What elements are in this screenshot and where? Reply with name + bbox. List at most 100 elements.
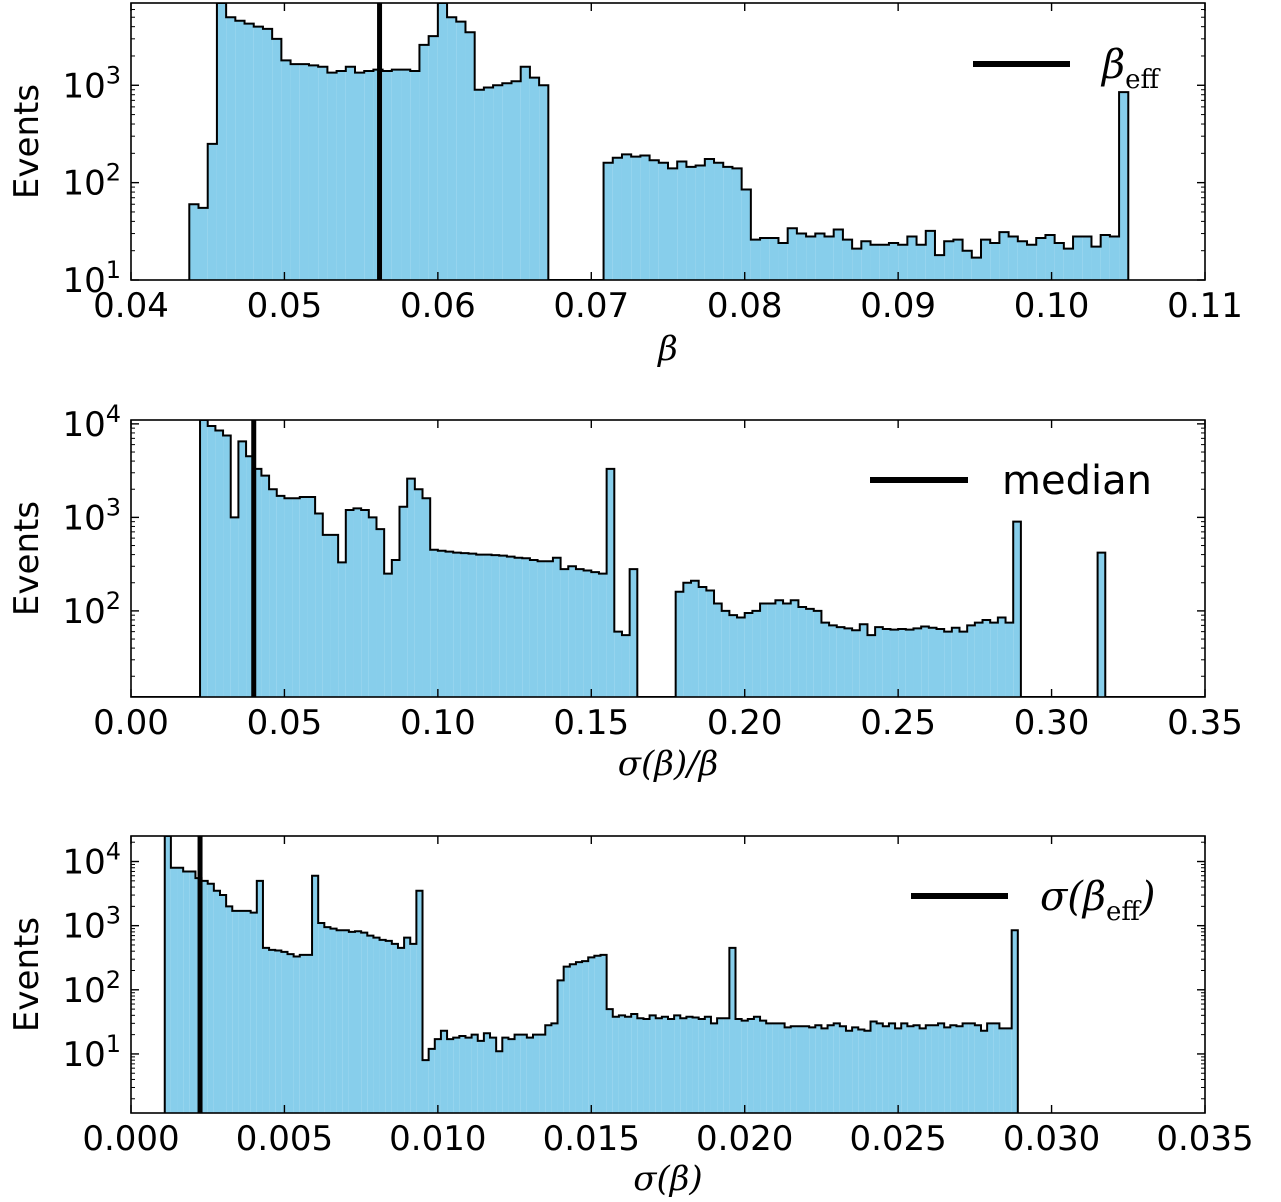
histogram-bar xyxy=(729,615,738,697)
histogram-bar xyxy=(437,3,448,280)
histogram-bar xyxy=(170,867,178,1113)
x-tick-label: 0.35 xyxy=(1167,703,1243,743)
histogram-bar xyxy=(829,625,837,697)
histogram-bar xyxy=(821,1028,828,1113)
histogram-bar xyxy=(698,587,707,697)
histogram-bar xyxy=(447,1039,454,1113)
x-tick-label: 0.05 xyxy=(247,286,323,326)
histogram-bar xyxy=(232,910,239,1113)
histogram-bar xyxy=(491,555,500,697)
y-tick-label: 103 xyxy=(62,902,121,947)
histogram-bar xyxy=(686,1016,693,1113)
histogram-bar xyxy=(367,935,374,1113)
histogram-bar xyxy=(307,497,316,697)
histogram-bar xyxy=(775,600,784,697)
histogram-bar xyxy=(465,32,475,280)
x-tick-label: 0.25 xyxy=(860,703,936,743)
histogram-bar xyxy=(483,87,494,280)
histogram-bar xyxy=(287,954,294,1113)
histogram-bar xyxy=(1119,92,1129,280)
x-axis-label: σ(β) xyxy=(633,1159,702,1199)
histogram-outline xyxy=(163,836,1019,1113)
histogram-bar xyxy=(668,1019,675,1113)
histogram-bar xyxy=(698,1019,705,1113)
histogram-bar xyxy=(962,250,972,280)
histogram-bar xyxy=(934,255,945,280)
histogram-bar xyxy=(1045,234,1055,280)
histogram-bar xyxy=(410,943,417,1113)
histogram-bar xyxy=(643,1019,650,1113)
histogram-bar xyxy=(695,165,705,280)
histogram-bar xyxy=(760,1020,767,1113)
histogram-bar xyxy=(710,1023,718,1113)
histogram-bar xyxy=(244,910,251,1113)
x-tick-label: 0.010 xyxy=(389,1119,486,1159)
histogram-bar xyxy=(787,228,797,280)
histogram-bar xyxy=(798,607,807,697)
histogram-bar xyxy=(600,954,607,1113)
histogram-bar xyxy=(440,1030,448,1113)
axes-frame xyxy=(130,2,1206,281)
histogram-bar xyxy=(852,630,860,697)
histogram-bar xyxy=(308,65,319,280)
histogram-bar xyxy=(990,242,1000,280)
histogram-bar xyxy=(631,156,641,280)
y-axis-label: Events xyxy=(7,84,47,199)
y-tick-label: 104 xyxy=(62,838,121,883)
histogram-bar xyxy=(569,964,576,1113)
histogram-bar xyxy=(336,71,346,280)
histogram-bar xyxy=(790,600,799,697)
histogram-bar xyxy=(916,244,926,280)
histogram-bar xyxy=(246,456,254,697)
histogram-panel-3: 0.000 0.005 0.010 0.015 0.020 0.025 0.030 0.035… xyxy=(7,835,1254,1199)
histogram-bar xyxy=(545,561,553,697)
histogram-bar xyxy=(1036,238,1046,280)
histogram-bar xyxy=(925,1025,932,1113)
histogram-bar xyxy=(876,1023,883,1113)
x-tick-label: 0.04 xyxy=(93,286,169,326)
histogram-bar xyxy=(737,617,745,697)
histogram-bar xyxy=(815,233,825,280)
histogram-bar xyxy=(760,238,770,280)
histogram-bar xyxy=(741,1020,748,1113)
histogram-bar xyxy=(766,1023,773,1113)
histogram-bar xyxy=(318,923,325,1113)
histogram-bar xyxy=(675,591,684,697)
histogram-bar xyxy=(526,1037,533,1113)
histogram-bar xyxy=(336,930,343,1113)
histogram-bar xyxy=(514,1034,521,1113)
histogram-bar xyxy=(299,954,306,1113)
histogram-bar xyxy=(760,603,768,697)
histogram-bar xyxy=(767,603,776,697)
histogram-bar xyxy=(827,1025,834,1113)
histogram-bar xyxy=(1005,622,1014,697)
histogram-bar xyxy=(281,60,291,280)
y-axis-label: Events xyxy=(7,501,47,616)
histogram-bar xyxy=(575,569,584,697)
histogram-bar xyxy=(895,1028,902,1113)
histogram-bar xyxy=(625,1016,632,1113)
histogram-bar xyxy=(614,631,622,697)
x-axis-label: σ(β)/β xyxy=(618,744,719,784)
histogram-bar xyxy=(723,1018,730,1113)
histogram-bar xyxy=(606,1009,613,1113)
histogram-bar xyxy=(465,1037,472,1113)
histogram-bar xyxy=(655,1018,662,1113)
histogram-bar xyxy=(483,1033,491,1113)
histogram-bar xyxy=(582,961,589,1113)
histogram-bar xyxy=(502,1037,509,1113)
histogram-bar xyxy=(717,1018,724,1113)
histogram-bar xyxy=(269,949,276,1113)
histogram-bar xyxy=(324,927,331,1113)
histogram-bar xyxy=(272,38,282,280)
histogram-bar xyxy=(338,562,346,697)
histogram-outline xyxy=(188,3,1130,280)
histogram-bar xyxy=(379,939,386,1113)
histogram-bar xyxy=(305,954,313,1113)
histogram-bar xyxy=(839,1026,846,1113)
histogram-bar xyxy=(852,248,862,280)
legend: median xyxy=(870,458,1152,504)
histogram-bar xyxy=(404,937,411,1113)
histogram-bar xyxy=(529,560,538,697)
histogram-bar xyxy=(414,489,423,697)
